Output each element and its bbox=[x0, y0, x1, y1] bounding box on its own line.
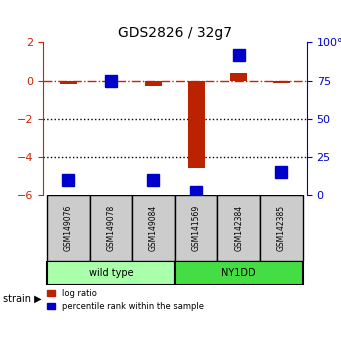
Bar bbox=[145, 81, 162, 86]
Bar bbox=[60, 81, 77, 85]
Title: GDS2826 / 32g7: GDS2826 / 32g7 bbox=[118, 26, 232, 40]
Bar bbox=[188, 81, 205, 169]
FancyBboxPatch shape bbox=[175, 261, 303, 285]
FancyBboxPatch shape bbox=[218, 195, 260, 261]
FancyBboxPatch shape bbox=[132, 195, 175, 261]
Text: GSM141569: GSM141569 bbox=[192, 205, 201, 251]
Text: GSM149076: GSM149076 bbox=[64, 205, 73, 251]
Text: strain ▶: strain ▶ bbox=[3, 294, 42, 304]
Text: GSM142384: GSM142384 bbox=[234, 205, 243, 251]
FancyBboxPatch shape bbox=[90, 195, 132, 261]
Bar bbox=[230, 73, 247, 81]
Text: GSM142385: GSM142385 bbox=[277, 205, 286, 251]
Legend: log ratio, percentile rank within the sample: log ratio, percentile rank within the sa… bbox=[47, 289, 204, 311]
Bar bbox=[273, 81, 290, 82]
FancyBboxPatch shape bbox=[47, 195, 90, 261]
FancyBboxPatch shape bbox=[47, 261, 175, 285]
Text: NY1DD: NY1DD bbox=[221, 268, 256, 278]
FancyBboxPatch shape bbox=[175, 195, 218, 261]
Text: GSM149084: GSM149084 bbox=[149, 205, 158, 251]
Text: GSM149078: GSM149078 bbox=[106, 205, 115, 251]
FancyBboxPatch shape bbox=[260, 195, 303, 261]
Text: wild type: wild type bbox=[89, 268, 133, 278]
